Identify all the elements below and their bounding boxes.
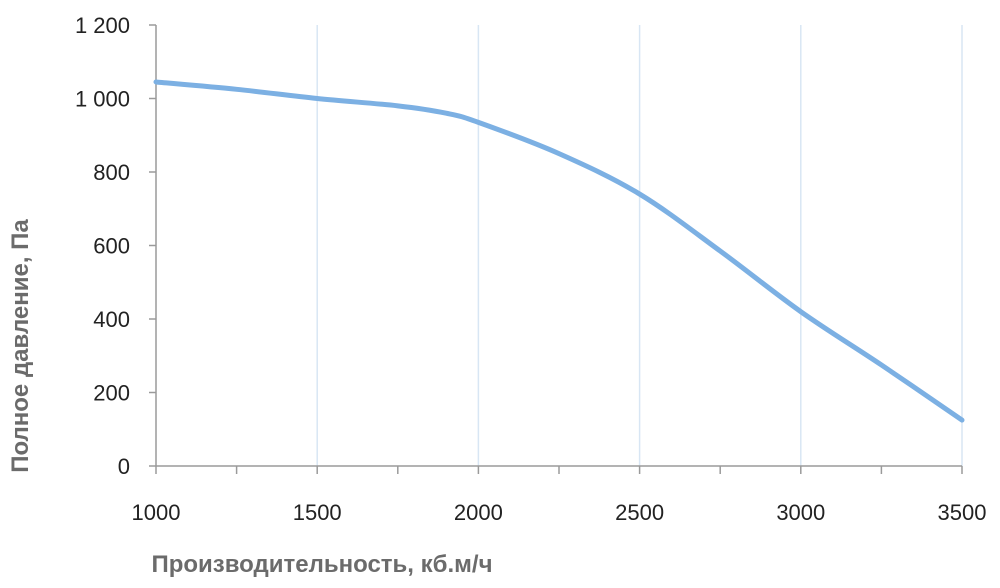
- series-0-point-1: [234, 87, 239, 92]
- series-0-point-10: [879, 362, 884, 367]
- vertical-gridlines: [316, 25, 963, 466]
- series-0-point-3: [395, 103, 400, 108]
- x-axis-label: Производительность, кб.м/ч: [151, 551, 492, 578]
- y-tick-label-0: 0: [118, 454, 130, 479]
- x-tick-label-2000: 2000: [454, 500, 503, 525]
- series-0-point-2: [315, 96, 320, 101]
- series-0-point-5: [476, 120, 481, 125]
- x-tick-label-1500: 1500: [293, 500, 342, 525]
- y-tick-label-200: 200: [93, 381, 130, 406]
- y-tick-label-800: 800: [93, 160, 130, 185]
- y-tick-label-1200: 1 200: [75, 13, 130, 38]
- series-0-point-6: [557, 151, 562, 156]
- y-tick-label-400: 400: [93, 307, 130, 332]
- series-0-point-9: [798, 309, 803, 314]
- y-tick-label-1000: 1 000: [75, 87, 130, 112]
- x-tick-label-2500: 2500: [615, 500, 664, 525]
- series-0-point-4: [444, 111, 449, 116]
- series-0-point-11: [960, 418, 965, 423]
- series-0-point-7: [637, 192, 642, 197]
- series-0-point-8: [718, 249, 723, 254]
- axes: [149, 24, 963, 474]
- y-tick-label-600: 600: [93, 234, 130, 259]
- x-tick-label-3000: 3000: [776, 500, 825, 525]
- series-0-point-0: [154, 79, 159, 84]
- series-lines: [153, 79, 965, 423]
- x-tick-label-3500: 3500: [938, 500, 987, 525]
- x-tick-label-1000: 1000: [132, 500, 181, 525]
- y-axis-label: Полное давление, Па: [7, 219, 34, 473]
- series-line-0: [153, 79, 965, 423]
